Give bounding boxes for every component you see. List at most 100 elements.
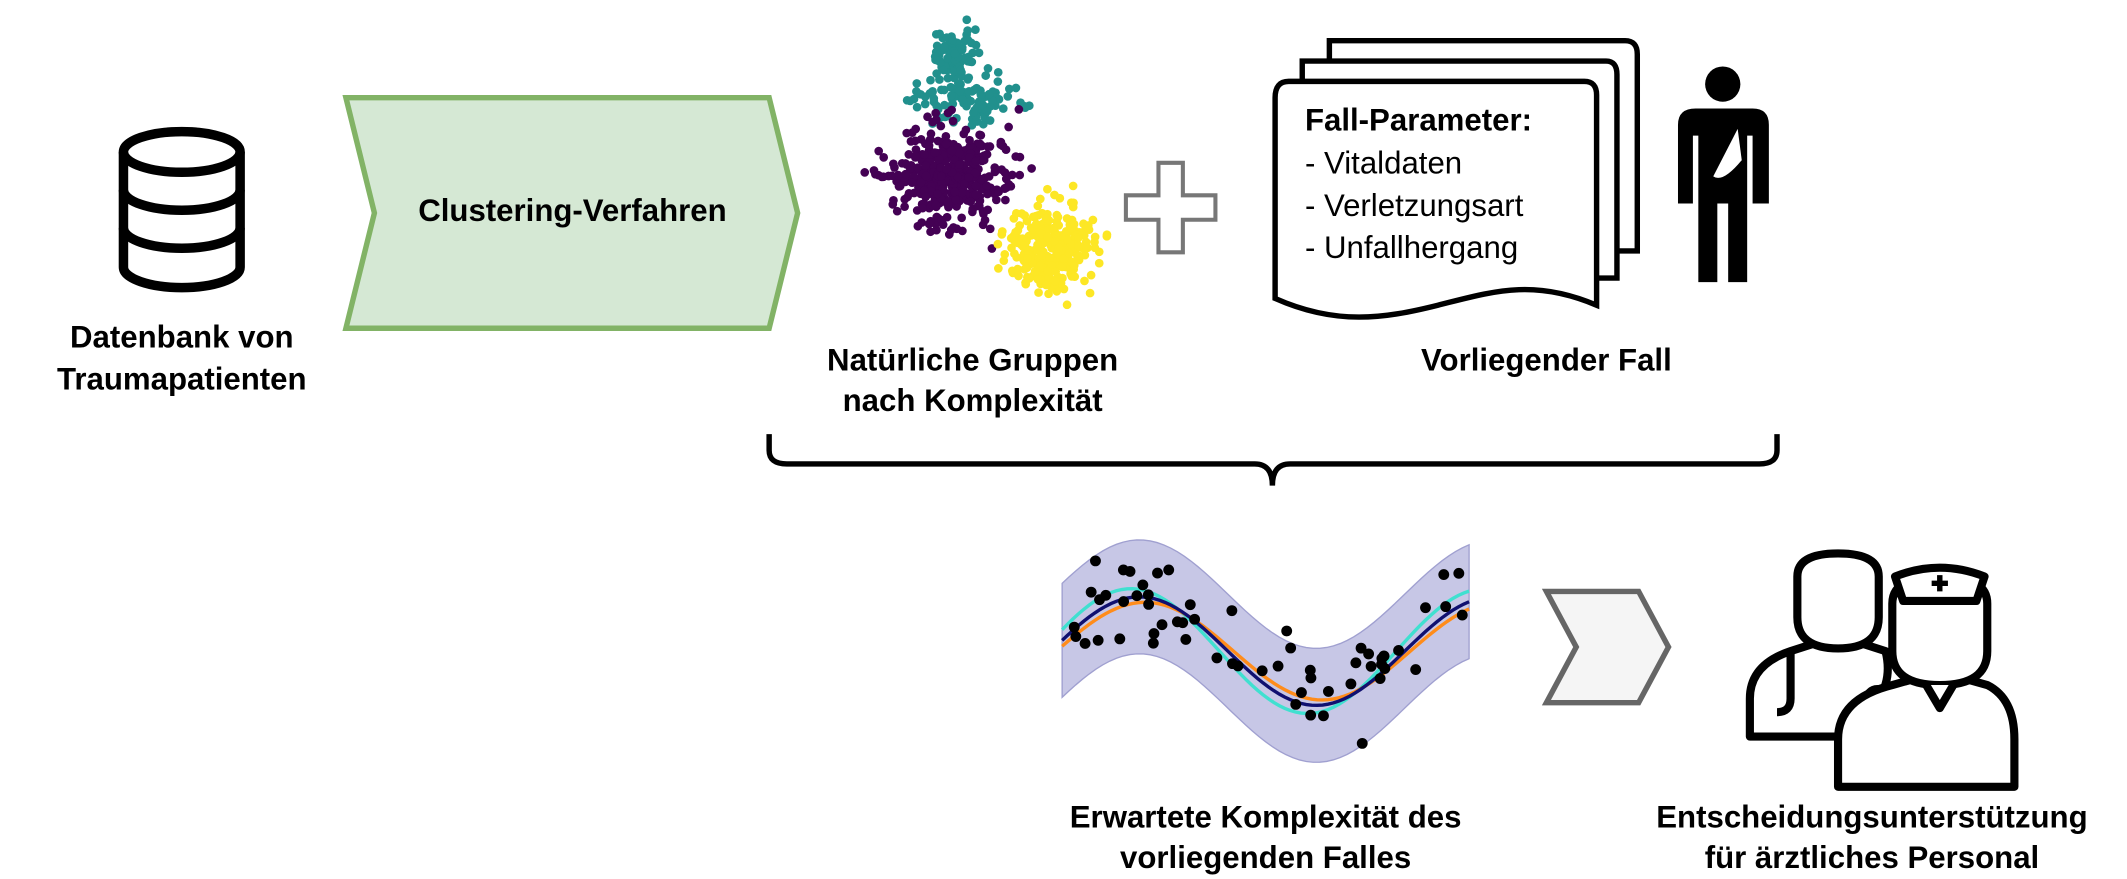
cluster-dot <box>921 171 931 181</box>
cluster-dot <box>923 112 932 122</box>
cluster-dot <box>920 150 929 160</box>
observation-dot <box>1355 642 1367 654</box>
cluster-dot <box>966 197 976 207</box>
cluster-dot <box>921 161 930 171</box>
cluster-dot <box>1000 249 1010 259</box>
observation-dot <box>1226 605 1238 617</box>
observation-dot <box>1438 569 1450 581</box>
cluster-dot <box>938 220 948 230</box>
cluster-dot <box>983 142 993 151</box>
cluster-dot <box>983 64 993 73</box>
observation-dot <box>1070 631 1082 642</box>
cluster-dot <box>1051 267 1061 276</box>
cluster-dot <box>997 227 1007 236</box>
case-label: Vorliegender Fall <box>1421 342 1672 377</box>
cluster-dot <box>934 154 944 164</box>
cluster-dot <box>943 197 953 207</box>
confidence-band <box>1061 539 1470 763</box>
cluster-dot <box>1005 84 1014 94</box>
cluster-dot <box>932 225 941 235</box>
cluster-dot <box>941 139 951 149</box>
cluster-dot <box>1074 241 1084 251</box>
case-item: - Vitaldaten <box>1305 146 1462 181</box>
cluster-dot <box>940 100 949 110</box>
observation-dot <box>1305 709 1317 721</box>
observation-dot <box>1356 737 1368 749</box>
cluster-dot <box>999 256 1009 265</box>
cluster-dot <box>963 35 973 45</box>
output-label: Entscheidungsunterstützung <box>1656 800 2087 835</box>
cluster-dot <box>904 188 914 198</box>
observation-dot <box>1365 660 1377 672</box>
cluster-dot <box>956 65 965 75</box>
observation-dot <box>1137 579 1149 591</box>
cluster-dot <box>902 160 911 169</box>
cluster-dot <box>985 116 995 125</box>
cluster-dot <box>928 87 937 96</box>
cluster-dot <box>965 153 974 162</box>
observation-dot <box>1410 664 1422 675</box>
cluster-dot <box>971 156 981 166</box>
cluster-dot <box>893 170 903 180</box>
cluster-dot <box>1012 252 1022 262</box>
cluster-dot <box>1022 216 1032 226</box>
cluster-dot <box>874 146 884 156</box>
cluster-dot <box>909 94 919 104</box>
cluster-dot <box>1033 240 1042 250</box>
database-label: Datenbank von <box>70 319 294 354</box>
cluster-dot <box>904 150 914 159</box>
observation-dot <box>1180 633 1192 645</box>
observation-dot <box>1085 586 1097 598</box>
cluster-dot <box>947 146 957 156</box>
cluster-dot <box>994 264 1003 273</box>
patient-icon <box>1677 66 1769 283</box>
cluster-dot <box>976 90 986 99</box>
cluster-dot <box>890 163 899 172</box>
cluster-dot <box>1014 105 1024 114</box>
cluster-dot <box>1085 288 1095 298</box>
cluster-dot <box>1011 83 1021 93</box>
cluster-dot <box>961 125 971 135</box>
cluster-dot <box>1045 253 1055 263</box>
observation-dot <box>1393 645 1405 656</box>
cluster-dot <box>1080 276 1089 286</box>
cluster-dot <box>931 55 940 65</box>
cluster-dot <box>957 45 967 55</box>
cluster-dot <box>943 54 952 63</box>
clusters-label: nach Komplexität <box>843 383 1103 418</box>
cluster-dot <box>1069 261 1079 270</box>
cluster-dot <box>935 29 944 39</box>
cluster-dot <box>1032 219 1041 229</box>
observation-dot <box>1092 634 1104 646</box>
observation-dot <box>1350 657 1362 669</box>
cluster-dot <box>948 116 958 126</box>
observation-dot <box>1147 637 1159 649</box>
cluster-dot <box>931 115 941 125</box>
observation-dot <box>1345 678 1357 690</box>
cluster-dot <box>924 219 934 229</box>
cluster-dot <box>985 224 995 234</box>
cluster-dot <box>965 135 974 145</box>
cluster-dot <box>916 178 926 187</box>
cluster-dot <box>1013 226 1023 235</box>
cluster-dot <box>932 41 942 51</box>
prediction-label: vorliegenden Falles <box>1120 840 1411 875</box>
database-icon <box>118 126 245 293</box>
prediction-label: Erwartete Komplexität des <box>1070 800 1462 835</box>
cluster-dot <box>957 188 967 198</box>
observation-dot <box>1142 589 1154 601</box>
cluster-dot <box>1035 261 1045 271</box>
cluster-dot <box>1069 198 1078 208</box>
cluster-dot <box>970 168 980 178</box>
observation-dot <box>1232 660 1244 672</box>
cluster-dot <box>1070 272 1080 282</box>
cluster-dot <box>1000 183 1010 193</box>
cluster-dot <box>971 190 981 200</box>
cluster-dot <box>902 128 912 138</box>
cluster-dot <box>981 71 991 80</box>
cluster-dot <box>993 239 1003 249</box>
cluster-dot <box>990 163 1000 172</box>
cluster-dot <box>926 75 935 85</box>
cluster-dot <box>1041 280 1051 290</box>
observation-dot <box>1090 555 1101 567</box>
